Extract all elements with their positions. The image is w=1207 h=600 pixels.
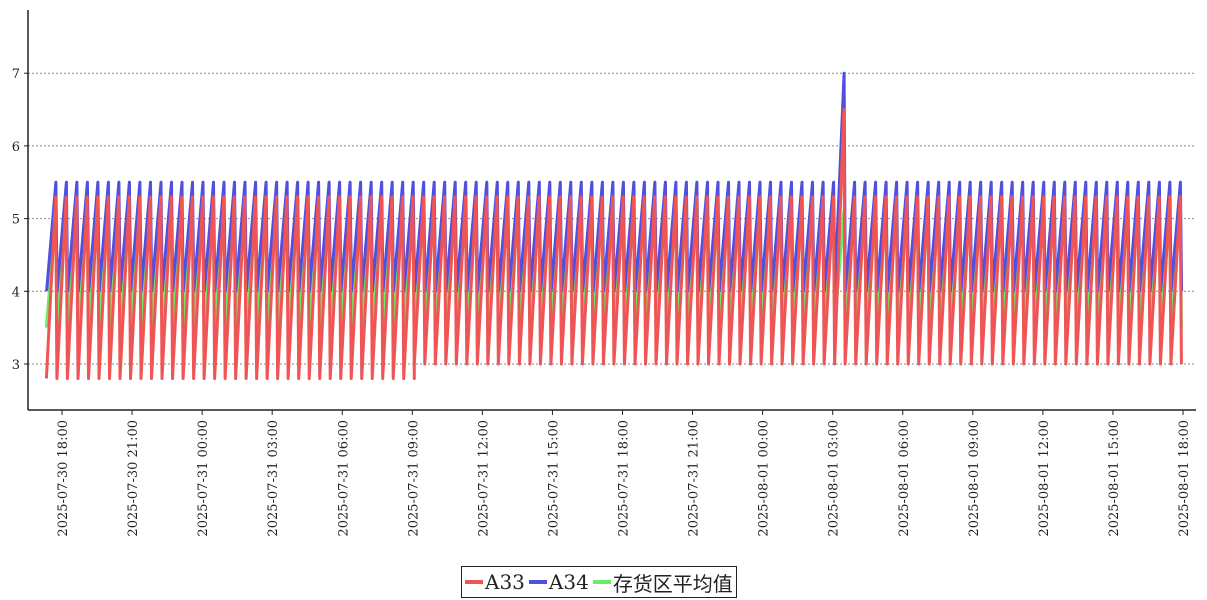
legend-item-a34: A34: [528, 570, 589, 594]
x-tick-label: 2025-07-31 03:00: [266, 420, 281, 537]
y-tick-label-7: 7: [12, 67, 20, 82]
y-ticks: 3 4 5 6 7: [12, 67, 28, 373]
y-tick-label-4: 4: [12, 285, 20, 300]
x-tick-label: 2025-08-01 15:00: [1107, 420, 1122, 537]
x-tick-label: 2025-08-01 12:00: [1037, 420, 1052, 537]
x-tick-label: 2025-08-01 18:00: [1177, 420, 1192, 537]
x-tick-label: 2025-07-31 06:00: [336, 420, 351, 537]
series-line-a33: [44, 108, 1183, 380]
x-tick-label: 2025-08-01 00:00: [757, 420, 772, 537]
legend-label-a34: A34: [548, 570, 589, 594]
x-tick-label: 2025-07-31 00:00: [196, 420, 211, 537]
legend-item-a33: A33: [465, 570, 525, 594]
x-tick-label: 2025-07-31 18:00: [617, 420, 632, 537]
legend-swatch-average: [592, 580, 611, 584]
x-ticks: 2025-07-30 18:00 2025-07-30 21:00 2025-07-…: [56, 410, 1192, 537]
y-tick-label-3: 3: [12, 358, 20, 373]
x-tick-label: 2025-08-01 03:00: [827, 420, 842, 537]
x-tick-label: 2025-07-31 21:00: [687, 420, 702, 537]
legend-label-a33: A33: [485, 570, 525, 594]
series-layer: [44, 71, 1184, 380]
legend: A33 A34 存货区平均值: [461, 566, 737, 598]
axes: [27, 10, 1196, 411]
y-tick-label-5: 5: [12, 213, 20, 228]
legend-label-average: 存货区平均值: [612, 571, 733, 596]
legend-swatch-a34: [528, 580, 547, 584]
x-tick-label: 2025-07-30 21:00: [126, 420, 141, 537]
legend-item-average: 存货区平均值: [592, 568, 733, 597]
legend-swatch-a33: [465, 580, 483, 584]
x-tick-label: 2025-08-01 06:00: [897, 420, 912, 537]
x-tick-label: 2025-08-01 09:00: [967, 420, 982, 537]
x-tick-label: 2025-07-31 12:00: [476, 420, 491, 537]
x-tick-label: 2025-07-31 15:00: [546, 420, 561, 537]
y-tick-label-6: 6: [12, 140, 20, 155]
x-tick-label: 2025-07-31 09:00: [406, 420, 421, 537]
x-tick-label: 2025-07-30 18:00: [56, 420, 71, 537]
